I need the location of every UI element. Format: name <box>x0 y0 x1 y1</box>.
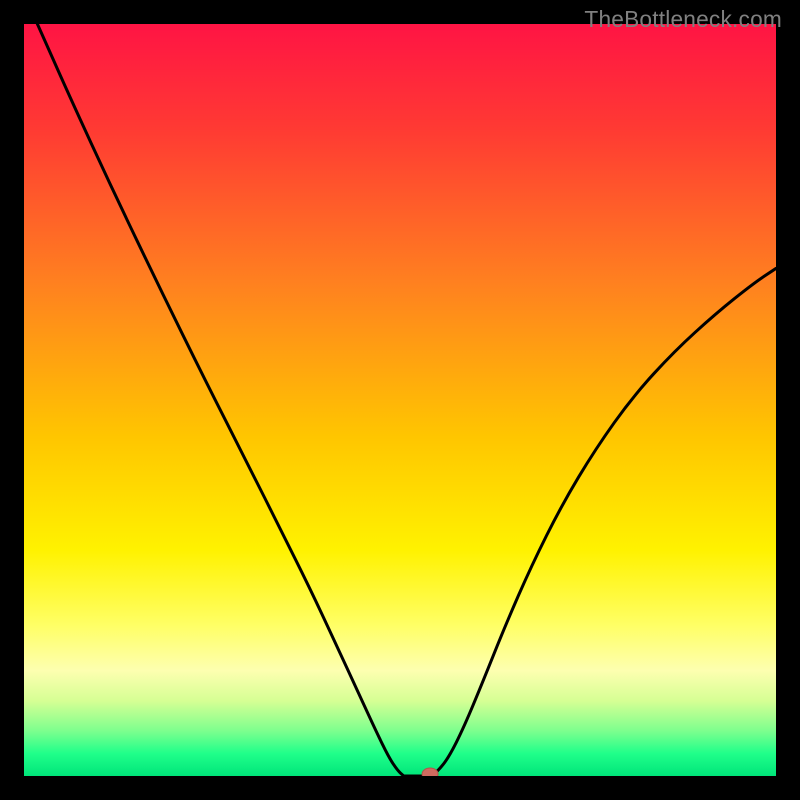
watermark-text: TheBottleneck.com <box>584 6 782 33</box>
gradient-background <box>24 24 776 776</box>
chart-container: TheBottleneck.com <box>0 0 800 800</box>
bottleneck-chart <box>0 0 800 800</box>
